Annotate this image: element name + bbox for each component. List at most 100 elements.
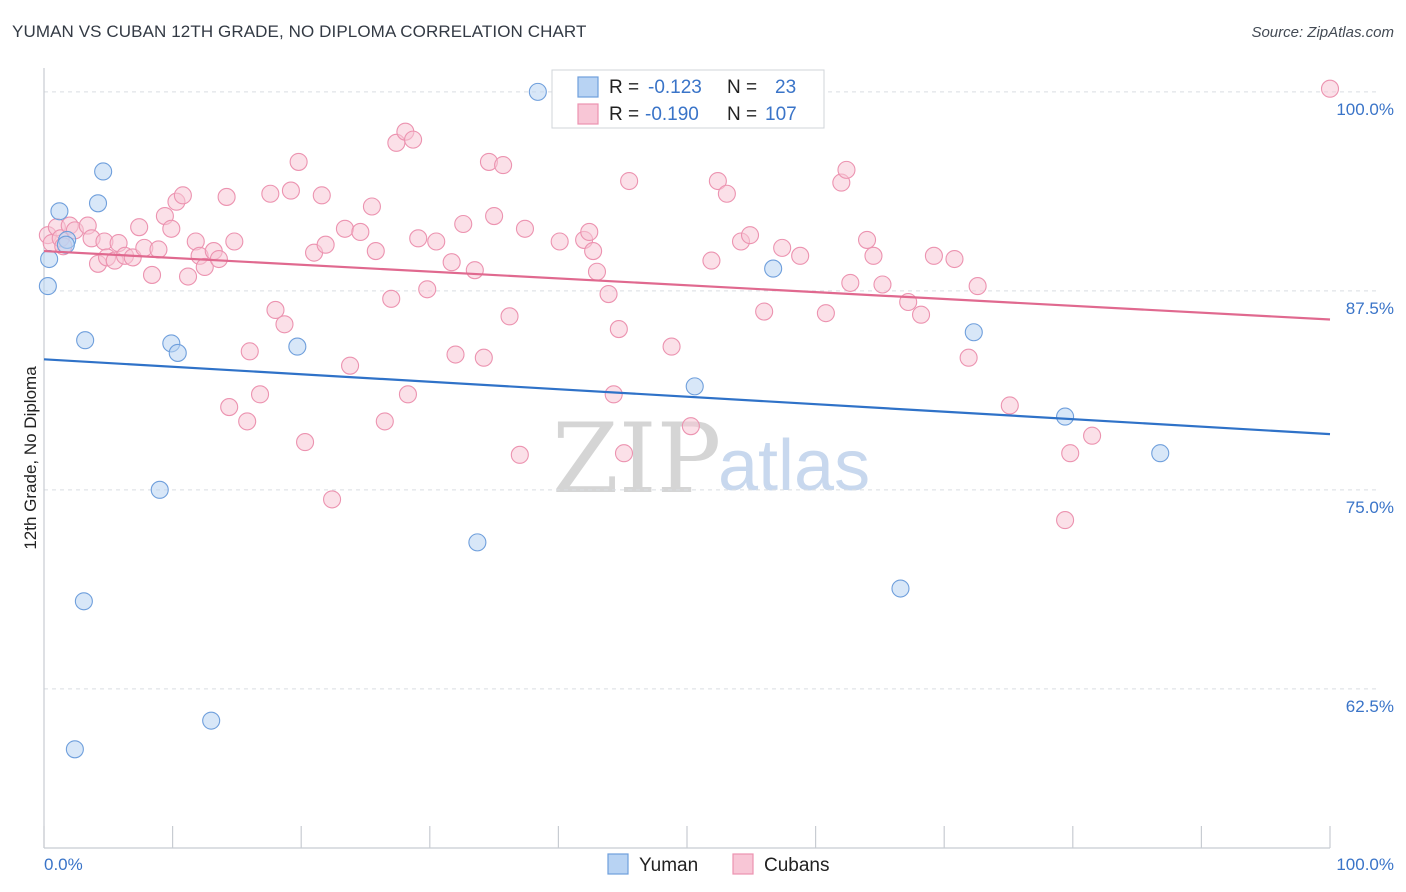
legend-yuman-n-label: N = [727, 77, 757, 98]
legend-yuman-r-value: -0.123 [648, 77, 702, 98]
yuman-point-12 [74, 592, 93, 611]
cubans-point-35 [250, 385, 270, 404]
cubans-point-68 [500, 307, 519, 326]
cubans-point-83 [702, 251, 721, 270]
cubans-point-75 [587, 262, 607, 281]
cubans-point-73 [580, 222, 599, 242]
bottom-legend-yuman: Yuman [639, 855, 698, 876]
y-tick-label-0: 100.0% [1336, 100, 1394, 119]
cubans-point-108 [1320, 79, 1340, 98]
yuman-point-1 [38, 277, 57, 296]
x-tick-label-min: 0.0% [44, 855, 83, 874]
yuman-point-7 [76, 331, 95, 350]
cubans-point-66 [485, 206, 504, 226]
yuman-point-22 [1151, 444, 1170, 463]
yuman-point-2 [50, 202, 69, 221]
x-tick-label-max: 100.0% [1336, 855, 1394, 874]
cubans-point-52 [382, 289, 401, 308]
cubans-point-32 [240, 342, 259, 361]
bottom-legend-swatch-yuman [607, 853, 629, 875]
chart-title: YUMAN VS CUBAN 12TH GRADE, NO DIPLOMA CO… [12, 22, 587, 41]
yuman-point-19 [891, 579, 910, 598]
cubans-point-56 [404, 130, 423, 149]
x-tick-marks [43, 826, 1331, 848]
legend-cubans-n-value: 107 [765, 104, 797, 125]
cubans-point-37 [266, 300, 285, 320]
watermark: ZIP atlas [552, 403, 870, 515]
cubans-point-33 [220, 398, 239, 417]
cubans-point-40 [289, 152, 308, 171]
yuman-point-9 [168, 343, 187, 362]
cubans-point-105 [1056, 511, 1075, 530]
yuman-point-4 [56, 235, 75, 254]
yuman-point-16 [468, 533, 487, 552]
cubans-point-79 [614, 444, 634, 463]
legend-cubans-r-value: -0.190 [645, 104, 699, 125]
yuman-point-21 [1056, 407, 1075, 426]
cubans-point-58 [418, 280, 437, 299]
cubans-point-55 [398, 385, 417, 404]
yuman-point-13 [202, 711, 221, 730]
cubans-point-19 [149, 240, 168, 259]
cubans-point-64 [474, 348, 493, 367]
cubans-point-85 [717, 184, 736, 203]
cubans-point-95 [857, 230, 877, 249]
cubans-point-107 [1083, 426, 1102, 445]
cubans-point-88 [755, 302, 774, 321]
trend-line-cubans [43, 249, 1331, 321]
cubans-point-74 [584, 242, 603, 261]
cubans-point-18 [142, 265, 162, 284]
legend-cubans-r-label: R = [609, 104, 639, 125]
cubans-point-103 [968, 277, 987, 296]
trend-line-yuman [43, 358, 1331, 436]
cubans-point-70 [515, 219, 535, 238]
watermark-atlas: atlas [718, 426, 870, 506]
cubans-point-59 [427, 232, 446, 251]
yuman-point-15 [528, 82, 547, 101]
cubans-point-27 [195, 257, 214, 277]
cubans-point-16 [130, 218, 149, 237]
cubans-point-100 [924, 246, 943, 265]
yuman-point-17 [685, 377, 704, 396]
cubans-point-36 [261, 184, 280, 203]
legend-swatch-yuman [577, 76, 599, 98]
cubans-point-50 [366, 242, 385, 261]
y-tick-label-3: 62.5% [1346, 697, 1394, 716]
cubans-point-31 [225, 232, 244, 251]
cubans-point-39 [281, 181, 300, 200]
legend-series: Yuman Cubans [607, 853, 830, 876]
cubans-point-34 [238, 412, 257, 431]
cubans-point-104 [1000, 396, 1019, 415]
cubans-point-94 [841, 273, 860, 292]
cubans-point-81 [662, 337, 681, 356]
cubans-point-23 [173, 186, 192, 205]
cubans-point-99 [912, 305, 931, 324]
cubans-point-87 [740, 226, 760, 245]
cubans-point-102 [959, 348, 978, 367]
cubans-point-41 [296, 433, 315, 452]
cubans-point-67 [494, 156, 513, 175]
cubans-point-63 [465, 261, 484, 280]
cubans-point-43 [312, 186, 331, 205]
chart-source: Source: ZipAtlas.com [1251, 24, 1394, 41]
cubans-point-71 [550, 232, 569, 251]
legend-yuman-n-value: 23 [775, 77, 796, 98]
yuman-point-11 [150, 480, 169, 499]
cubans-point-38 [275, 315, 294, 334]
bottom-legend-swatch-cubans [732, 853, 754, 875]
cubans-point-80 [620, 171, 639, 191]
legend-yuman-r-label: R = [609, 77, 639, 98]
yuman-point-10 [288, 337, 307, 356]
yuman-point-5 [94, 162, 113, 181]
cubans-point-89 [773, 238, 792, 257]
cubans-point-46 [335, 219, 354, 238]
cubans-point-90 [791, 246, 810, 265]
series-yuman-points [38, 82, 1170, 759]
yuman-point-18 [764, 259, 783, 278]
yuman-point-6 [88, 194, 108, 213]
yuman-point-14 [65, 740, 84, 759]
cubans-point-47 [341, 356, 360, 375]
cubans-point-45 [323, 490, 342, 509]
legend-swatch-cubans [577, 103, 599, 125]
